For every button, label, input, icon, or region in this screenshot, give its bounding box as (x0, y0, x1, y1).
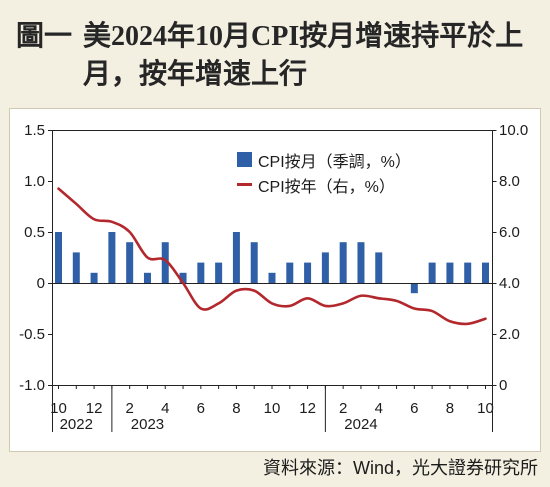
bar-cpi-mom (72, 252, 80, 283)
year-label: 2023 (131, 416, 164, 433)
bar-series-cpi-mom (55, 232, 489, 294)
bar-cpi-mom (428, 262, 436, 283)
y-left-tick-label: 1.0 (24, 173, 45, 190)
x-tick-label: 2 (339, 400, 347, 417)
source-note: 資料來源：Wind，光大證券研究所 (262, 458, 538, 478)
x-tick-label: 10 (264, 400, 281, 417)
y-left-tick-label: -0.5 (19, 326, 45, 343)
bar-cpi-mom (143, 272, 151, 283)
figure-label: 圖一 (16, 21, 73, 52)
bar-cpi-mom (215, 262, 223, 283)
year-label: 2024 (344, 416, 377, 433)
bar-cpi-mom (55, 232, 62, 283)
legend-item-line: CPI按年（右，%） (237, 172, 411, 197)
chart-title-line-1: 美2024年10月CPI按月增速持平於上 (83, 21, 524, 52)
bar-cpi-mom (108, 232, 116, 283)
x-tick-label: 8 (446, 400, 454, 417)
legend-swatch-line (237, 183, 252, 186)
x-tick-label: 6 (410, 400, 418, 417)
y-right-tick-label: 2.0 (499, 326, 520, 343)
x-tick-label: 12 (299, 400, 316, 417)
x-tick-label: 4 (161, 400, 169, 417)
y-right-tick-label: 0 (499, 377, 507, 394)
legend-swatch-line-box (237, 177, 252, 192)
x-tick-label: 6 (197, 400, 205, 417)
x-tick-label: 10 (50, 400, 67, 417)
x-tick-label: 2 (125, 400, 133, 417)
y-right-tick-label: 4.0 (499, 275, 520, 292)
x-tick-label: 10 (477, 400, 494, 417)
y-left-tick-label: 0 (37, 275, 45, 292)
x-tick-label: 12 (86, 400, 103, 417)
bar-cpi-mom (410, 283, 418, 294)
bar-cpi-mom (286, 262, 294, 283)
year-label: 2022 (60, 416, 93, 433)
y-right-tick-label: 8.0 (499, 173, 520, 190)
chart-title-line-2: 月，按年增速上行 (83, 59, 308, 90)
legend-item-bar: CPI按月（季調，%） (237, 147, 411, 172)
y-left-tick-label: 1.5 (24, 122, 45, 139)
bar-cpi-mom (446, 262, 454, 283)
bar-cpi-mom (464, 262, 472, 283)
y-right-tick-label: 10.0 (499, 122, 528, 139)
x-tick-label: 8 (232, 400, 240, 417)
y-left-tick-label: -1.0 (19, 377, 45, 394)
bar-cpi-mom (375, 252, 383, 283)
bar-cpi-mom (268, 272, 276, 283)
bar-cpi-mom (250, 242, 258, 283)
bar-cpi-mom (482, 262, 489, 283)
bar-cpi-mom (90, 272, 98, 283)
legend-swatch-bar (237, 152, 252, 167)
legend: CPI按月（季調，%） CPI按年（右，%） (237, 147, 411, 197)
x-tick-label: 4 (375, 400, 383, 417)
bar-cpi-mom (304, 262, 312, 283)
bar-cpi-mom (321, 252, 329, 283)
legend-label-line: CPI按年（右，%） (258, 178, 395, 196)
bar-cpi-mom (339, 242, 347, 283)
bar-cpi-mom (197, 262, 205, 283)
line-cpi-yoy (57, 187, 487, 326)
bar-cpi-mom (161, 242, 169, 283)
bar-cpi-mom (232, 232, 240, 283)
y-right-tick-label: 6.0 (499, 224, 520, 241)
y-left-tick-label: 0.5 (24, 224, 45, 241)
bar-cpi-mom (126, 242, 134, 283)
bar-cpi-mom (179, 272, 187, 283)
legend-label-bar: CPI按月（季調，%） (258, 153, 411, 171)
bar-cpi-mom (357, 242, 365, 283)
